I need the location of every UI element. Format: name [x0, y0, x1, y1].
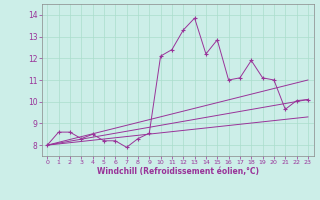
X-axis label: Windchill (Refroidissement éolien,°C): Windchill (Refroidissement éolien,°C)	[97, 167, 259, 176]
